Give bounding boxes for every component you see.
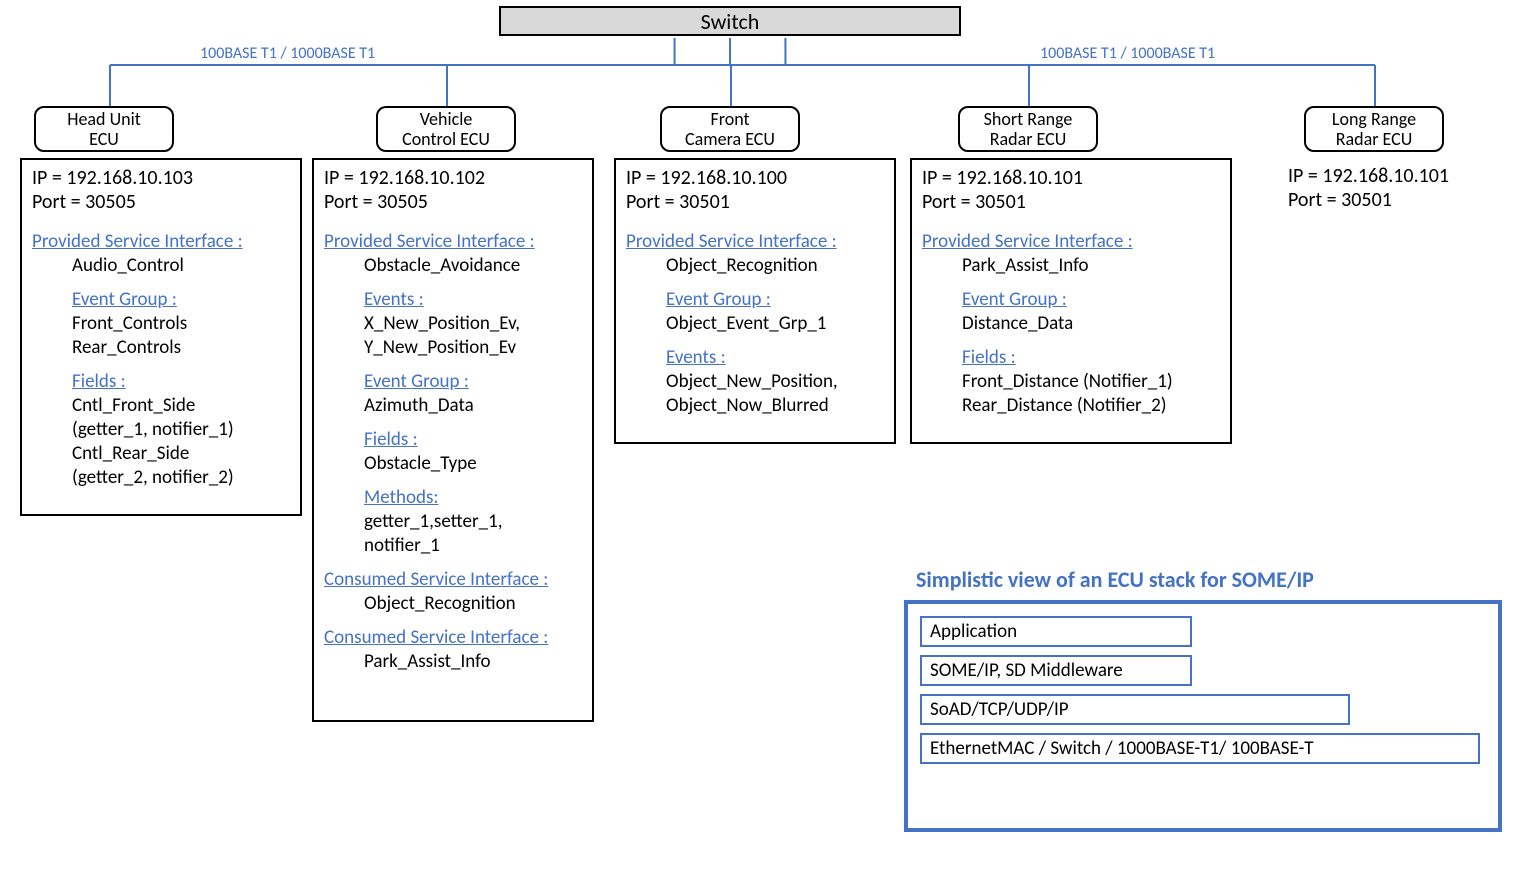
section-heading: Fields : xyxy=(72,370,290,394)
ecu-stack-box: Application SOME/IP, SD Middleware SoAD/TC… xyxy=(904,600,1502,832)
section-heading: Events : xyxy=(364,288,582,312)
section-value: (getter_2, notifier_2) xyxy=(72,466,290,490)
section-heading: Events : xyxy=(666,346,884,370)
ecu-label-long-range-radar: Long RangeRadar ECU xyxy=(1304,106,1444,152)
section-value: Obstacle_Avoidance xyxy=(364,254,582,278)
port-line: Port = 30505 xyxy=(32,190,290,214)
ip-line: IP = 192.168.10.101 xyxy=(1288,164,1508,188)
section-value: Object_Recognition xyxy=(364,592,582,616)
ip-line: IP = 192.168.10.102 xyxy=(324,166,582,190)
section-value: Azimuth_Data xyxy=(364,394,582,418)
section-value: getter_1,setter_1, xyxy=(364,510,582,534)
stack-layer: EthernetMAC / Switch / 1000BASE-T1/ 100B… xyxy=(920,733,1480,764)
ecu-label-vehicle-control: VehicleControl ECU xyxy=(376,106,516,152)
section-value: Obstacle_Type xyxy=(364,452,582,476)
switch-node: Switch xyxy=(499,6,961,36)
ecu-name-line: Short Range xyxy=(984,109,1073,129)
stack-title: Simplistic view of an ECU stack for SOME… xyxy=(916,566,1314,593)
section-heading: Event Group : xyxy=(72,288,290,312)
ecu-name-line: Radar ECU xyxy=(1336,129,1413,149)
section-heading: Event Group : xyxy=(364,370,582,394)
section-heading: Provided Service Interface : xyxy=(324,230,582,254)
section-value: Front_Distance (Notifier_1) xyxy=(962,370,1220,394)
section-heading: Consumed Service Interface : xyxy=(324,568,582,592)
section-value: notifier_1 xyxy=(364,534,582,558)
port-line: Port = 30501 xyxy=(626,190,884,214)
section-value: Front_Controls xyxy=(72,312,290,336)
section-value: Park_Assist_Info xyxy=(962,254,1220,278)
port-line: Port = 30505 xyxy=(324,190,582,214)
section-value: Audio_Control xyxy=(72,254,290,278)
section-heading: Provided Service Interface : xyxy=(626,230,884,254)
ecu-name-line: Head Unit xyxy=(67,109,141,129)
section-value: Object_Recognition xyxy=(666,254,884,278)
section-value: Rear_Distance (Notifier_2) xyxy=(962,394,1220,418)
section-value: Distance_Data xyxy=(962,312,1220,336)
section-value: X_New_Position_Ev, xyxy=(364,312,582,336)
section-heading: Provided Service Interface : xyxy=(922,230,1220,254)
section-heading: Provided Service Interface : xyxy=(32,230,290,254)
ecu-name-line: Control ECU xyxy=(402,129,490,149)
ecu-detail-long-range-radar: IP = 192.168.10.101Port = 30501 xyxy=(1278,158,1518,218)
stack-layer: Application xyxy=(920,616,1192,647)
ecu-label-head-unit: Head UnitECU xyxy=(34,106,174,152)
ecu-detail-front-camera: IP = 192.168.10.100Port = 30501 Provided … xyxy=(614,158,896,444)
ip-line: IP = 192.168.10.101 xyxy=(922,166,1220,190)
ecu-name-line: Camera ECU xyxy=(685,129,775,149)
ecu-name-line: ECU xyxy=(89,129,119,149)
ecu-detail-head-unit: IP = 192.168.10.103Port = 30505 Provided … xyxy=(20,158,302,516)
bus-label: 100BASE T1 / 1000BASE T1 xyxy=(1040,44,1215,63)
section-value: Cntl_Rear_Side xyxy=(72,442,290,466)
stack-layer: SoAD/TCP/UDP/IP xyxy=(920,694,1350,725)
section-value: Y_New_Position_Ev xyxy=(364,336,582,360)
section-heading: Fields : xyxy=(962,346,1220,370)
ecu-name-line: Front xyxy=(710,109,749,129)
ecu-label-short-range-radar: Short RangeRadar ECU xyxy=(958,106,1098,152)
section-value: Object_New_Position, xyxy=(666,370,884,394)
ip-line: IP = 192.168.10.103 xyxy=(32,166,290,190)
ecu-detail-short-range-radar: IP = 192.168.10.101Port = 30501 Provided … xyxy=(910,158,1232,444)
section-heading: Fields : xyxy=(364,428,582,452)
section-value: Cntl_Front_Side xyxy=(72,394,290,418)
stack-layer: SOME/IP, SD Middleware xyxy=(920,655,1192,686)
ecu-name-line: Long Range xyxy=(1332,109,1416,129)
ecu-name-line: Radar ECU xyxy=(990,129,1067,149)
switch-label: Switch xyxy=(701,8,760,35)
section-value: (getter_1, notifier_1) xyxy=(72,418,290,442)
ecu-name-line: Vehicle xyxy=(420,109,473,129)
ip-line: IP = 192.168.10.100 xyxy=(626,166,884,190)
ecu-label-front-camera: FrontCamera ECU xyxy=(660,106,800,152)
bus-label: 100BASE T1 / 1000BASE T1 xyxy=(200,44,375,63)
section-heading: Consumed Service Interface : xyxy=(324,626,582,650)
section-value: Rear_Controls xyxy=(72,336,290,360)
section-heading: Methods: xyxy=(364,486,582,510)
port-line: Port = 30501 xyxy=(922,190,1220,214)
section-value: Object_Now_Blurred xyxy=(666,394,884,418)
ecu-detail-vehicle-control: IP = 192.168.10.102Port = 30505 Provided … xyxy=(312,158,594,722)
port-line: Port = 30501 xyxy=(1288,188,1508,212)
section-heading: Event Group : xyxy=(962,288,1220,312)
section-value: Object_Event_Grp_1 xyxy=(666,312,884,336)
section-heading: Event Group : xyxy=(666,288,884,312)
section-value: Park_Assist_Info xyxy=(364,650,582,674)
